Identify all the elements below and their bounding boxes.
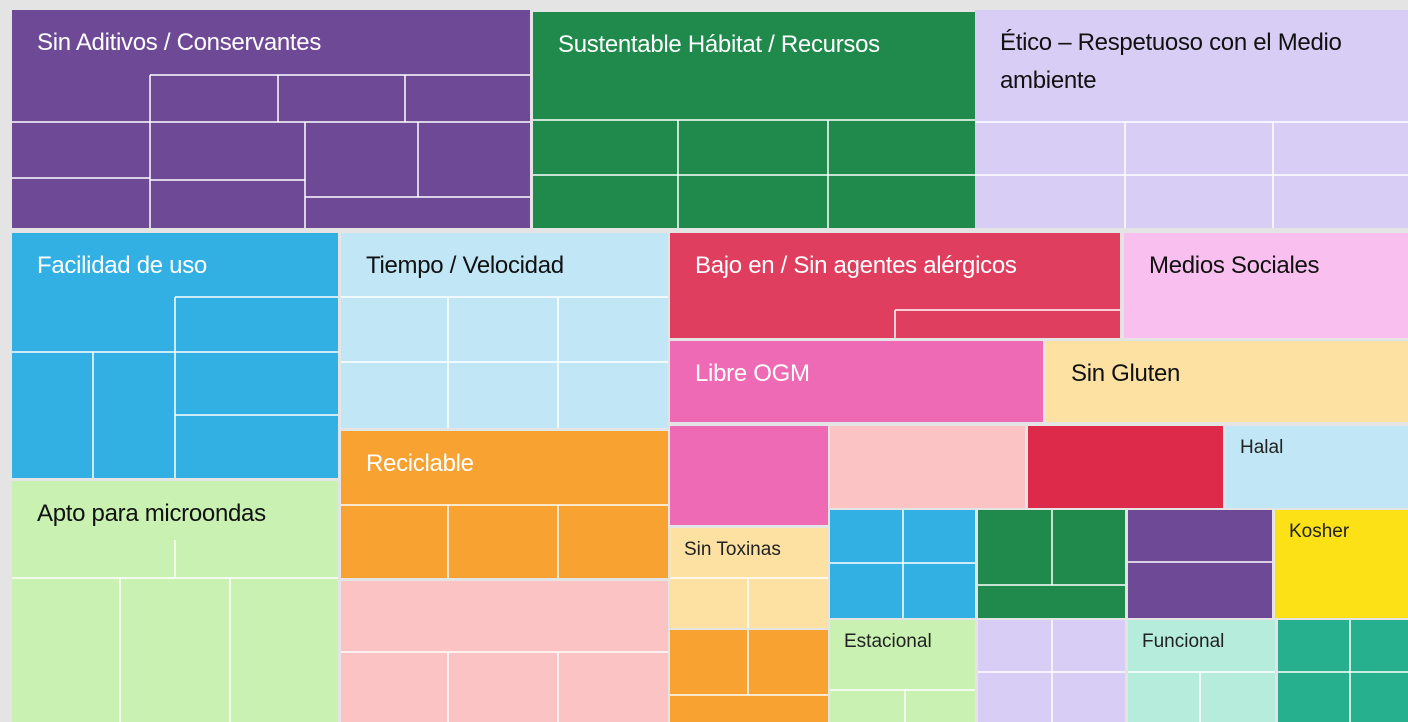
divider [12, 177, 150, 179]
divider [175, 414, 338, 416]
divider [447, 505, 449, 578]
tile-label: Facilidad de uso [37, 252, 207, 279]
tile: Sin Aditivos / Conservantes [12, 10, 530, 228]
divider [904, 690, 906, 722]
tile-label: Apto para microondas [37, 500, 266, 527]
tile-label: Halal [1240, 437, 1284, 458]
tile-label: Sustentable Hábitat / Recursos [558, 31, 880, 58]
divider [150, 179, 305, 181]
divider [533, 119, 975, 121]
divider [174, 540, 176, 578]
divider [404, 75, 406, 122]
divider [175, 296, 338, 298]
divider [1128, 561, 1272, 563]
divider [747, 630, 749, 695]
tile: Kosher [1275, 510, 1408, 618]
divider [557, 297, 559, 428]
divider [1124, 122, 1126, 228]
tile: Libre OGM [670, 341, 1043, 422]
divider [447, 652, 449, 722]
tile: Halal [1226, 426, 1408, 508]
tile [670, 630, 828, 722]
tile [1028, 426, 1223, 508]
divider [1272, 122, 1274, 228]
divider [12, 121, 530, 123]
divider [557, 652, 559, 722]
tile: Bajo en / Sin agentes alérgicos [670, 233, 1120, 338]
tile: Apto para microondas [12, 481, 338, 722]
tile-label: Kosher [1289, 521, 1350, 542]
divider [1128, 671, 1275, 673]
divider [341, 361, 668, 363]
tile: Sin Gluten [1046, 341, 1408, 422]
divider [1278, 671, 1408, 673]
tile: Tiempo / Velocidad [341, 233, 668, 428]
divider [533, 174, 975, 176]
divider [747, 578, 749, 628]
tile: Ético – Respetuoso con el Medio ambiente [975, 10, 1408, 228]
divider [229, 578, 231, 722]
tile-label: Ético – Respetuoso con el Medio ambiente [1000, 29, 1342, 94]
divider [341, 651, 668, 653]
tile: Estacional [830, 620, 975, 722]
divider [978, 584, 1125, 586]
tile-label: Estacional [844, 631, 932, 652]
divider [902, 510, 904, 618]
divider [341, 504, 668, 506]
tile-label: Sin Gluten [1071, 360, 1181, 387]
divider [149, 75, 151, 228]
divider [150, 74, 530, 76]
tile [1128, 510, 1272, 618]
divider [978, 671, 1125, 673]
divider [304, 122, 306, 228]
tile-label: Sin Toxinas [684, 539, 781, 560]
divider [1051, 510, 1053, 585]
divider [417, 122, 419, 197]
tile-label: Tiempo / Velocidad [366, 252, 564, 279]
tile-label: Bajo en / Sin agentes alérgicos [695, 252, 1017, 279]
divider [447, 297, 449, 428]
divider [670, 577, 828, 579]
divider [174, 297, 176, 478]
divider [895, 309, 1120, 311]
divider [827, 120, 829, 228]
divider [12, 351, 338, 353]
divider [830, 562, 975, 564]
divider [677, 120, 679, 228]
tile [830, 426, 1025, 508]
divider [830, 689, 975, 691]
tile-label: Sin Aditivos / Conservantes [37, 29, 322, 56]
tile: Medios Sociales [1124, 233, 1408, 338]
divider [341, 296, 668, 298]
tile-label: Medios Sociales [1149, 252, 1320, 279]
tile-label: Libre OGM [695, 360, 810, 387]
divider [305, 196, 530, 198]
divider [975, 121, 1408, 123]
divider [1199, 672, 1201, 722]
divider [12, 577, 338, 579]
tile-label: Funcional [1142, 631, 1225, 652]
divider [557, 505, 559, 578]
tile-label: Reciclable [366, 450, 474, 477]
divider [975, 174, 1408, 176]
divider [119, 578, 121, 722]
divider [894, 310, 896, 338]
divider [277, 75, 279, 122]
divider [92, 352, 94, 478]
tile [670, 426, 828, 525]
divider [670, 694, 828, 696]
